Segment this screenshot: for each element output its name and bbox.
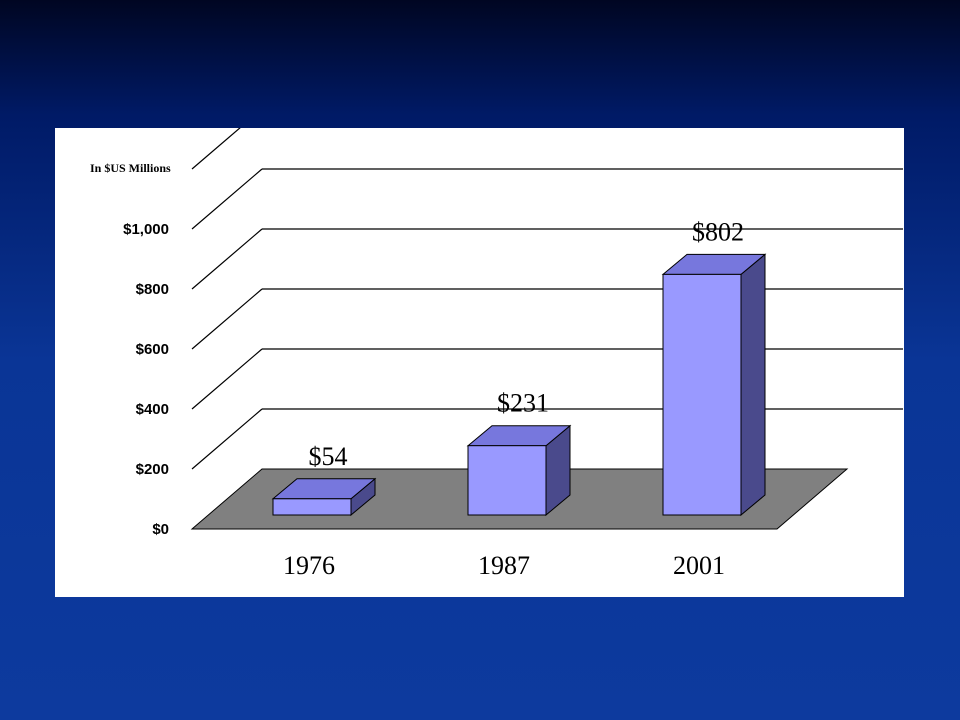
- bar-data-label: $54: [309, 442, 348, 471]
- bar-front: [272, 498, 352, 516]
- y-tick-label: $600: [136, 341, 169, 358]
- y-tick-label: $800: [136, 281, 169, 298]
- bar: [466, 424, 572, 517]
- bar-data-label: $231: [497, 389, 549, 418]
- y-tick-label: $0: [152, 521, 169, 538]
- gridline-diagonal: [191, 228, 263, 290]
- x-category-label: 1976: [283, 551, 335, 580]
- y-unit-label: In $US Millions: [90, 161, 171, 175]
- gridline-diagonal: [191, 348, 263, 410]
- bar-data-label: $802: [692, 217, 744, 246]
- y-tick-label: $200: [136, 461, 169, 478]
- bar-front: [662, 273, 742, 516]
- chart-panel: $0 $200 $400 $600 $800 $1,000 1976 1987 2001 $5…: [55, 128, 904, 597]
- bar-side: [740, 253, 766, 517]
- bar-front: [467, 445, 547, 516]
- bar: [661, 253, 767, 517]
- x-category-label: 2001: [673, 551, 725, 580]
- bar: [271, 477, 377, 517]
- y-tick-label: $400: [136, 401, 169, 418]
- bar-chart: $0 $200 $400 $600 $800 $1,000 1976 1987 2001 $5…: [90, 128, 903, 580]
- gridline-diagonal: [191, 168, 263, 230]
- gridline-diagonal: [191, 288, 263, 350]
- gridline-diagonal: [191, 128, 241, 170]
- y-tick-label: $1,000: [123, 221, 169, 238]
- x-category-label: 1987: [478, 551, 530, 580]
- gridline-diagonal: [191, 408, 263, 470]
